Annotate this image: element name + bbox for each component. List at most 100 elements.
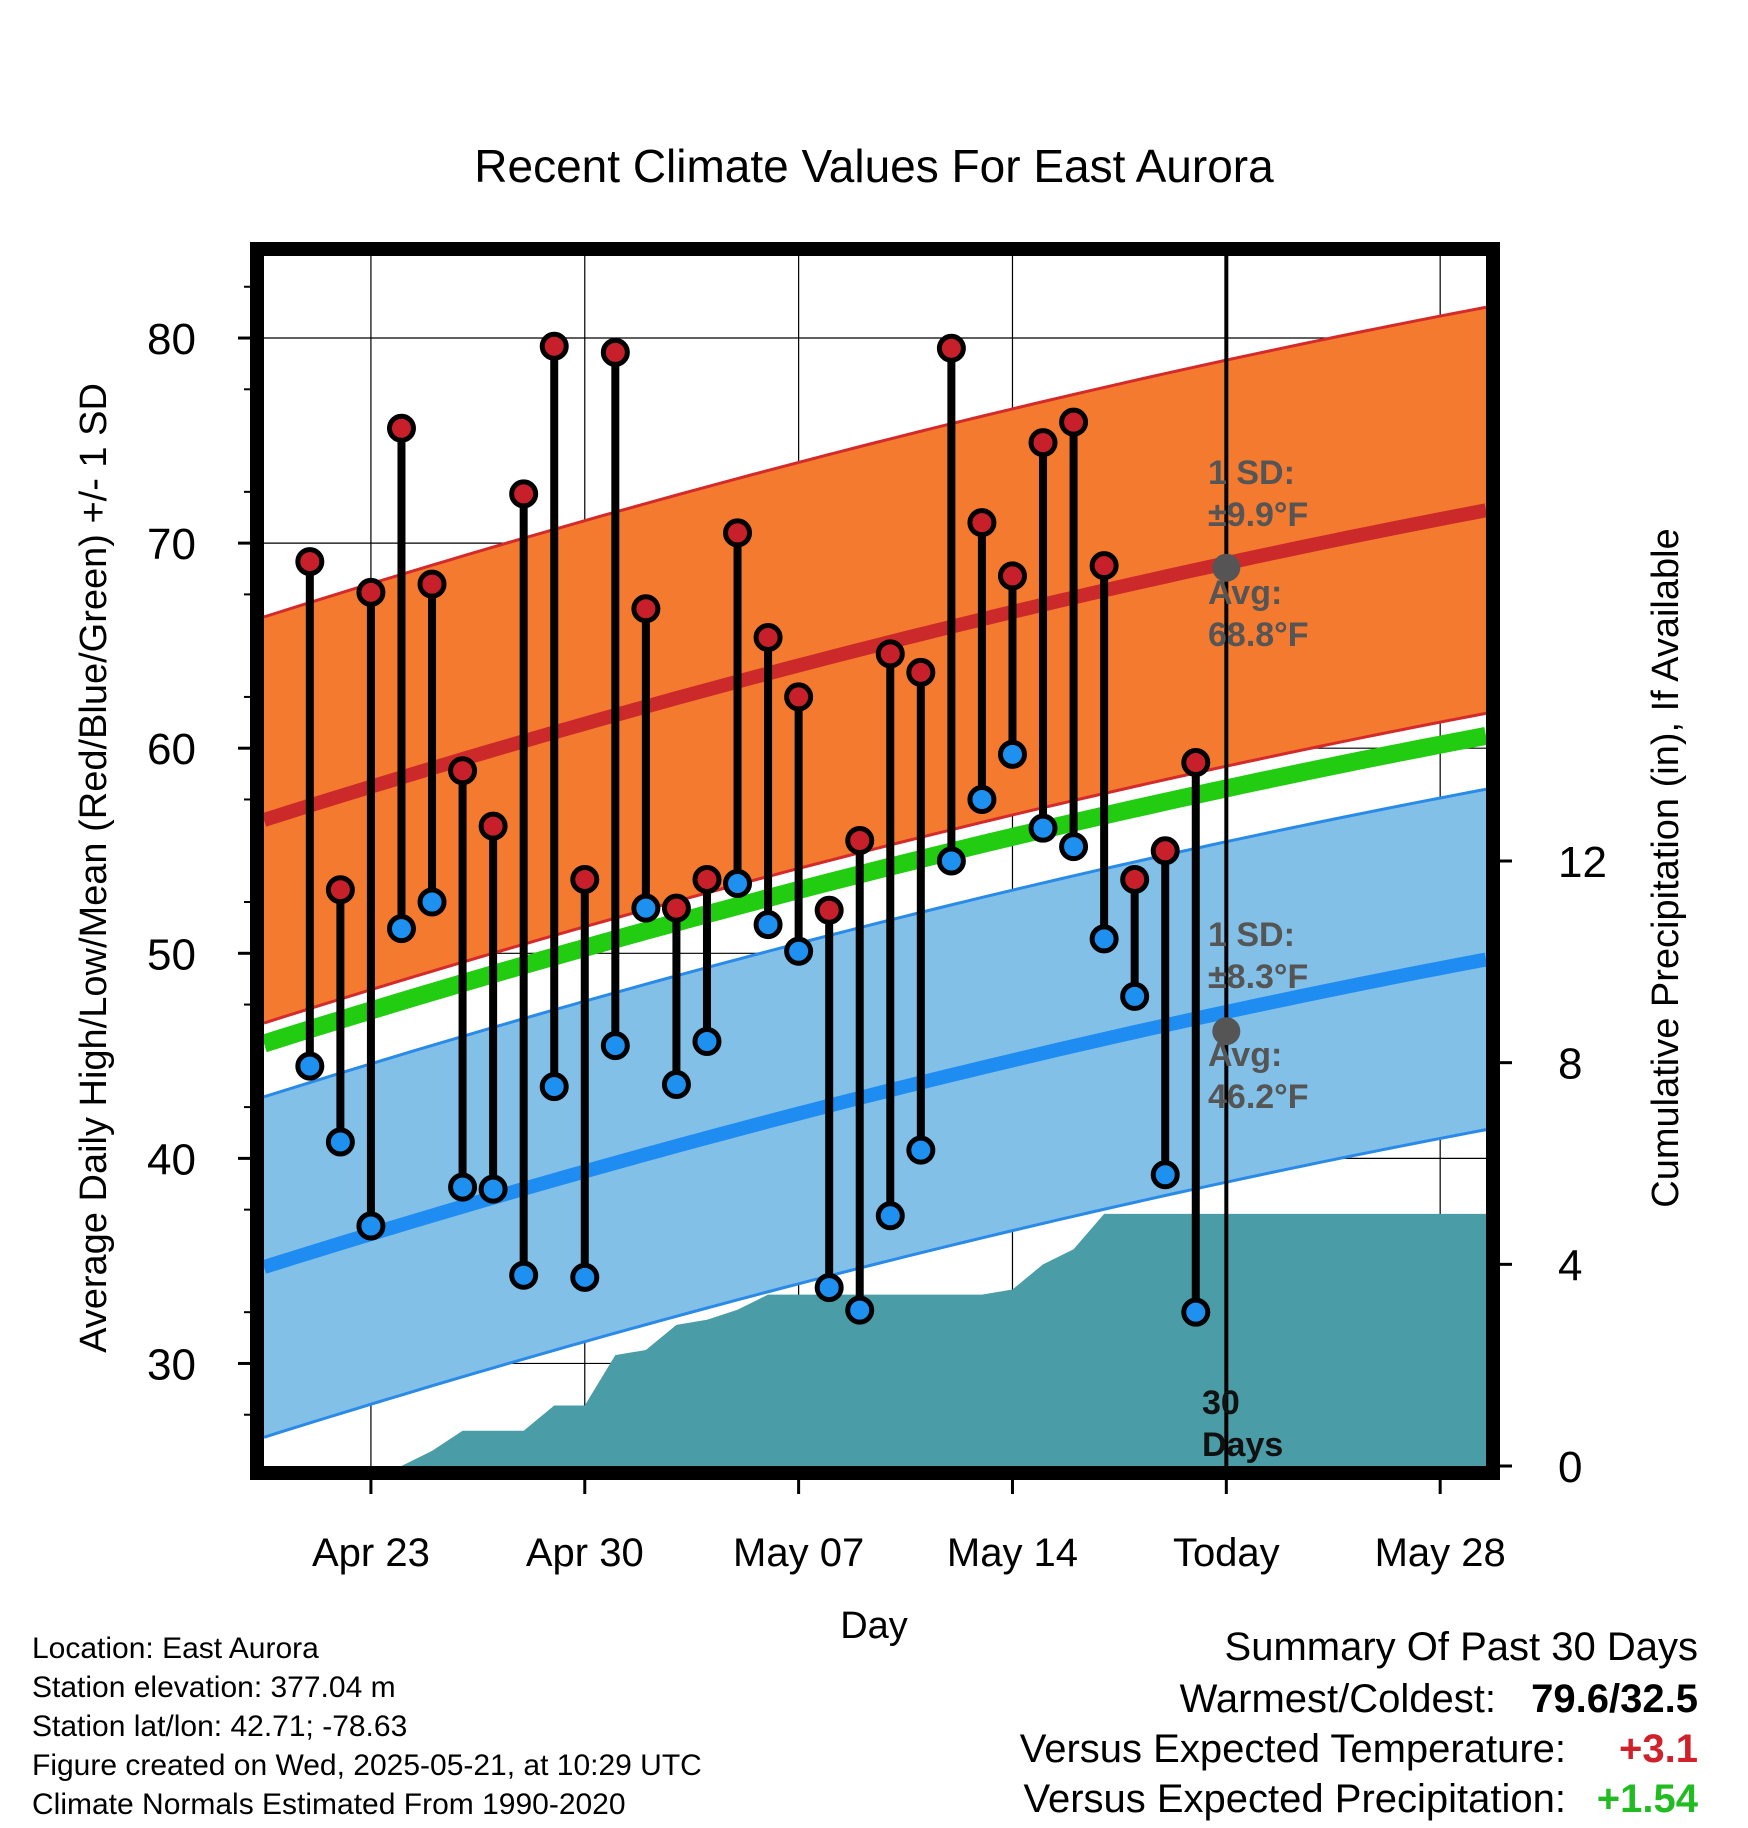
summary-temp-value: +3.1	[1619, 1727, 1698, 1771]
summary-precip-value: +1.54	[1597, 1777, 1699, 1821]
high-point-13	[692, 864, 722, 894]
low-point-29	[1181, 1297, 1211, 1327]
low-point-22	[967, 784, 997, 814]
high-sd-value: ±9.9°F	[1208, 496, 1308, 534]
x-tick-label-may-07: May 07	[733, 1531, 864, 1575]
high-point-28	[1150, 836, 1180, 866]
low-point-17	[814, 1273, 844, 1303]
low-mean-line	[264, 952, 1486, 1274]
high-point-8	[539, 331, 569, 361]
low-point-11	[631, 893, 661, 923]
precip-layer	[264, 1213, 1486, 1466]
high-point-11	[631, 594, 661, 624]
summary-temp-label: Versus Expected Temperature:	[1020, 1727, 1566, 1771]
low-point-18	[845, 1295, 875, 1325]
x-tick-label-may-14: May 14	[947, 1531, 1078, 1575]
high-point-9	[570, 864, 600, 894]
y-tick-label-30: 30	[147, 1340, 196, 1389]
x-tick-label-apr-23: Apr 23	[312, 1531, 430, 1575]
low-point-16	[784, 936, 814, 966]
high-point-19	[875, 639, 905, 669]
low-point-28	[1150, 1160, 1180, 1190]
high-point-20	[906, 657, 936, 687]
high-point-18	[845, 825, 875, 855]
high-point-23	[997, 561, 1027, 591]
plot-border	[250, 242, 1500, 1480]
high-point-14	[723, 518, 753, 548]
y2-tick-label-12: 12	[1558, 838, 1607, 887]
low-sd-value: ±8.3°F	[1208, 958, 1308, 996]
high-point-26	[1089, 551, 1119, 581]
high-point-10	[600, 337, 630, 367]
y2-tick-label-4: 4	[1558, 1241, 1582, 1290]
x-tick-label-may-28: May 28	[1375, 1531, 1506, 1575]
high-sd-band	[264, 307, 1486, 1024]
low-point-21	[936, 846, 966, 876]
high-lower-sd-line	[264, 711, 1486, 1025]
low-point-0	[295, 1051, 325, 1081]
today-layer	[1212, 256, 1241, 1466]
low-point-26	[1089, 924, 1119, 954]
footer-location: Location: East Aurora	[32, 1632, 319, 1665]
high-avg-value: 68.8°F	[1208, 616, 1309, 654]
footer-created: Figure created on Wed, 2025-05-21, at 10…	[32, 1749, 702, 1782]
axis-ticks: 30 40 50 60 70 80 0 4 8 12 Apr 23 Apr 30 May 07 May 1…	[147, 285, 1607, 1575]
high-point-21	[936, 333, 966, 363]
high-point-27	[1120, 864, 1150, 894]
summary-precip-label: Versus Expected Precipitation:	[1023, 1777, 1566, 1821]
low-point-5	[448, 1172, 478, 1202]
low-point-20	[906, 1135, 936, 1165]
x-tick-label-apr-30: Apr 30	[526, 1531, 644, 1575]
low-sd-label: 1 SD:	[1208, 916, 1295, 954]
low-point-7	[509, 1260, 539, 1290]
summary-warm-cold-value: 79.6/32.5	[1531, 1677, 1698, 1721]
low-point-15	[753, 910, 783, 940]
high-upper-sd-line	[264, 305, 1486, 619]
normal-annotations: 1 SD: ±9.9°F Avg: 68.8°F 1 SD: ±8.3°F Av…	[1202, 454, 1309, 1464]
high-point-2	[356, 577, 386, 607]
high-point-16	[784, 682, 814, 712]
low-lower-sd-line	[264, 1128, 1486, 1439]
y2-axis-label: Cumulative Precipitation (in), If Availa…	[1645, 528, 1687, 1207]
x-axis-label: Day	[840, 1605, 908, 1647]
low-point-1	[325, 1127, 355, 1157]
low-point-14	[723, 869, 753, 899]
high-avg-label: Avg:	[1208, 574, 1282, 612]
summary-heading: Summary Of Past 30 Days	[1225, 1625, 1698, 1669]
footer-normals: Climate Normals Estimated From 1990-2020	[32, 1788, 626, 1821]
low-point-3	[386, 914, 416, 944]
high-point-6	[478, 811, 508, 841]
low-point-24	[1028, 813, 1058, 843]
y-tick-label-80: 80	[147, 315, 196, 364]
y-tick-label-40: 40	[147, 1135, 196, 1184]
y-tick-label-50: 50	[147, 930, 196, 979]
high-point-25	[1059, 407, 1089, 437]
high-point-12	[661, 893, 691, 923]
high-point-0	[295, 547, 325, 577]
low-point-27	[1120, 981, 1150, 1011]
chart-title: Recent Climate Values For East Aurora	[474, 140, 1274, 192]
low-point-10	[600, 1031, 630, 1061]
precip-area	[264, 1213, 1486, 1466]
high-point-3	[386, 413, 416, 443]
low-avg-label: Avg:	[1208, 1036, 1282, 1074]
footer-info: Location: East Aurora Station elevation:…	[32, 1632, 702, 1821]
high-point-17	[814, 895, 844, 925]
y2-tick-label-8: 8	[1558, 1040, 1582, 1089]
low-point-23	[997, 739, 1027, 769]
high-point-29	[1181, 748, 1211, 778]
low-point-12	[661, 1070, 691, 1100]
low-point-13	[692, 1026, 722, 1056]
low-point-25	[1059, 832, 1089, 862]
today-days-word: Days	[1202, 1426, 1283, 1464]
y-tick-label-70: 70	[147, 520, 196, 569]
footer-latlon: Station lat/lon: 42.71; -78.63	[32, 1710, 407, 1743]
low-point-4	[417, 887, 447, 917]
high-avg-today-marker	[1212, 553, 1241, 582]
high-point-1	[325, 875, 355, 905]
low-point-6	[478, 1174, 508, 1204]
footer-elevation: Station elevation: 377.04 m	[32, 1671, 396, 1704]
high-point-4	[417, 569, 447, 599]
high-point-15	[753, 622, 783, 652]
